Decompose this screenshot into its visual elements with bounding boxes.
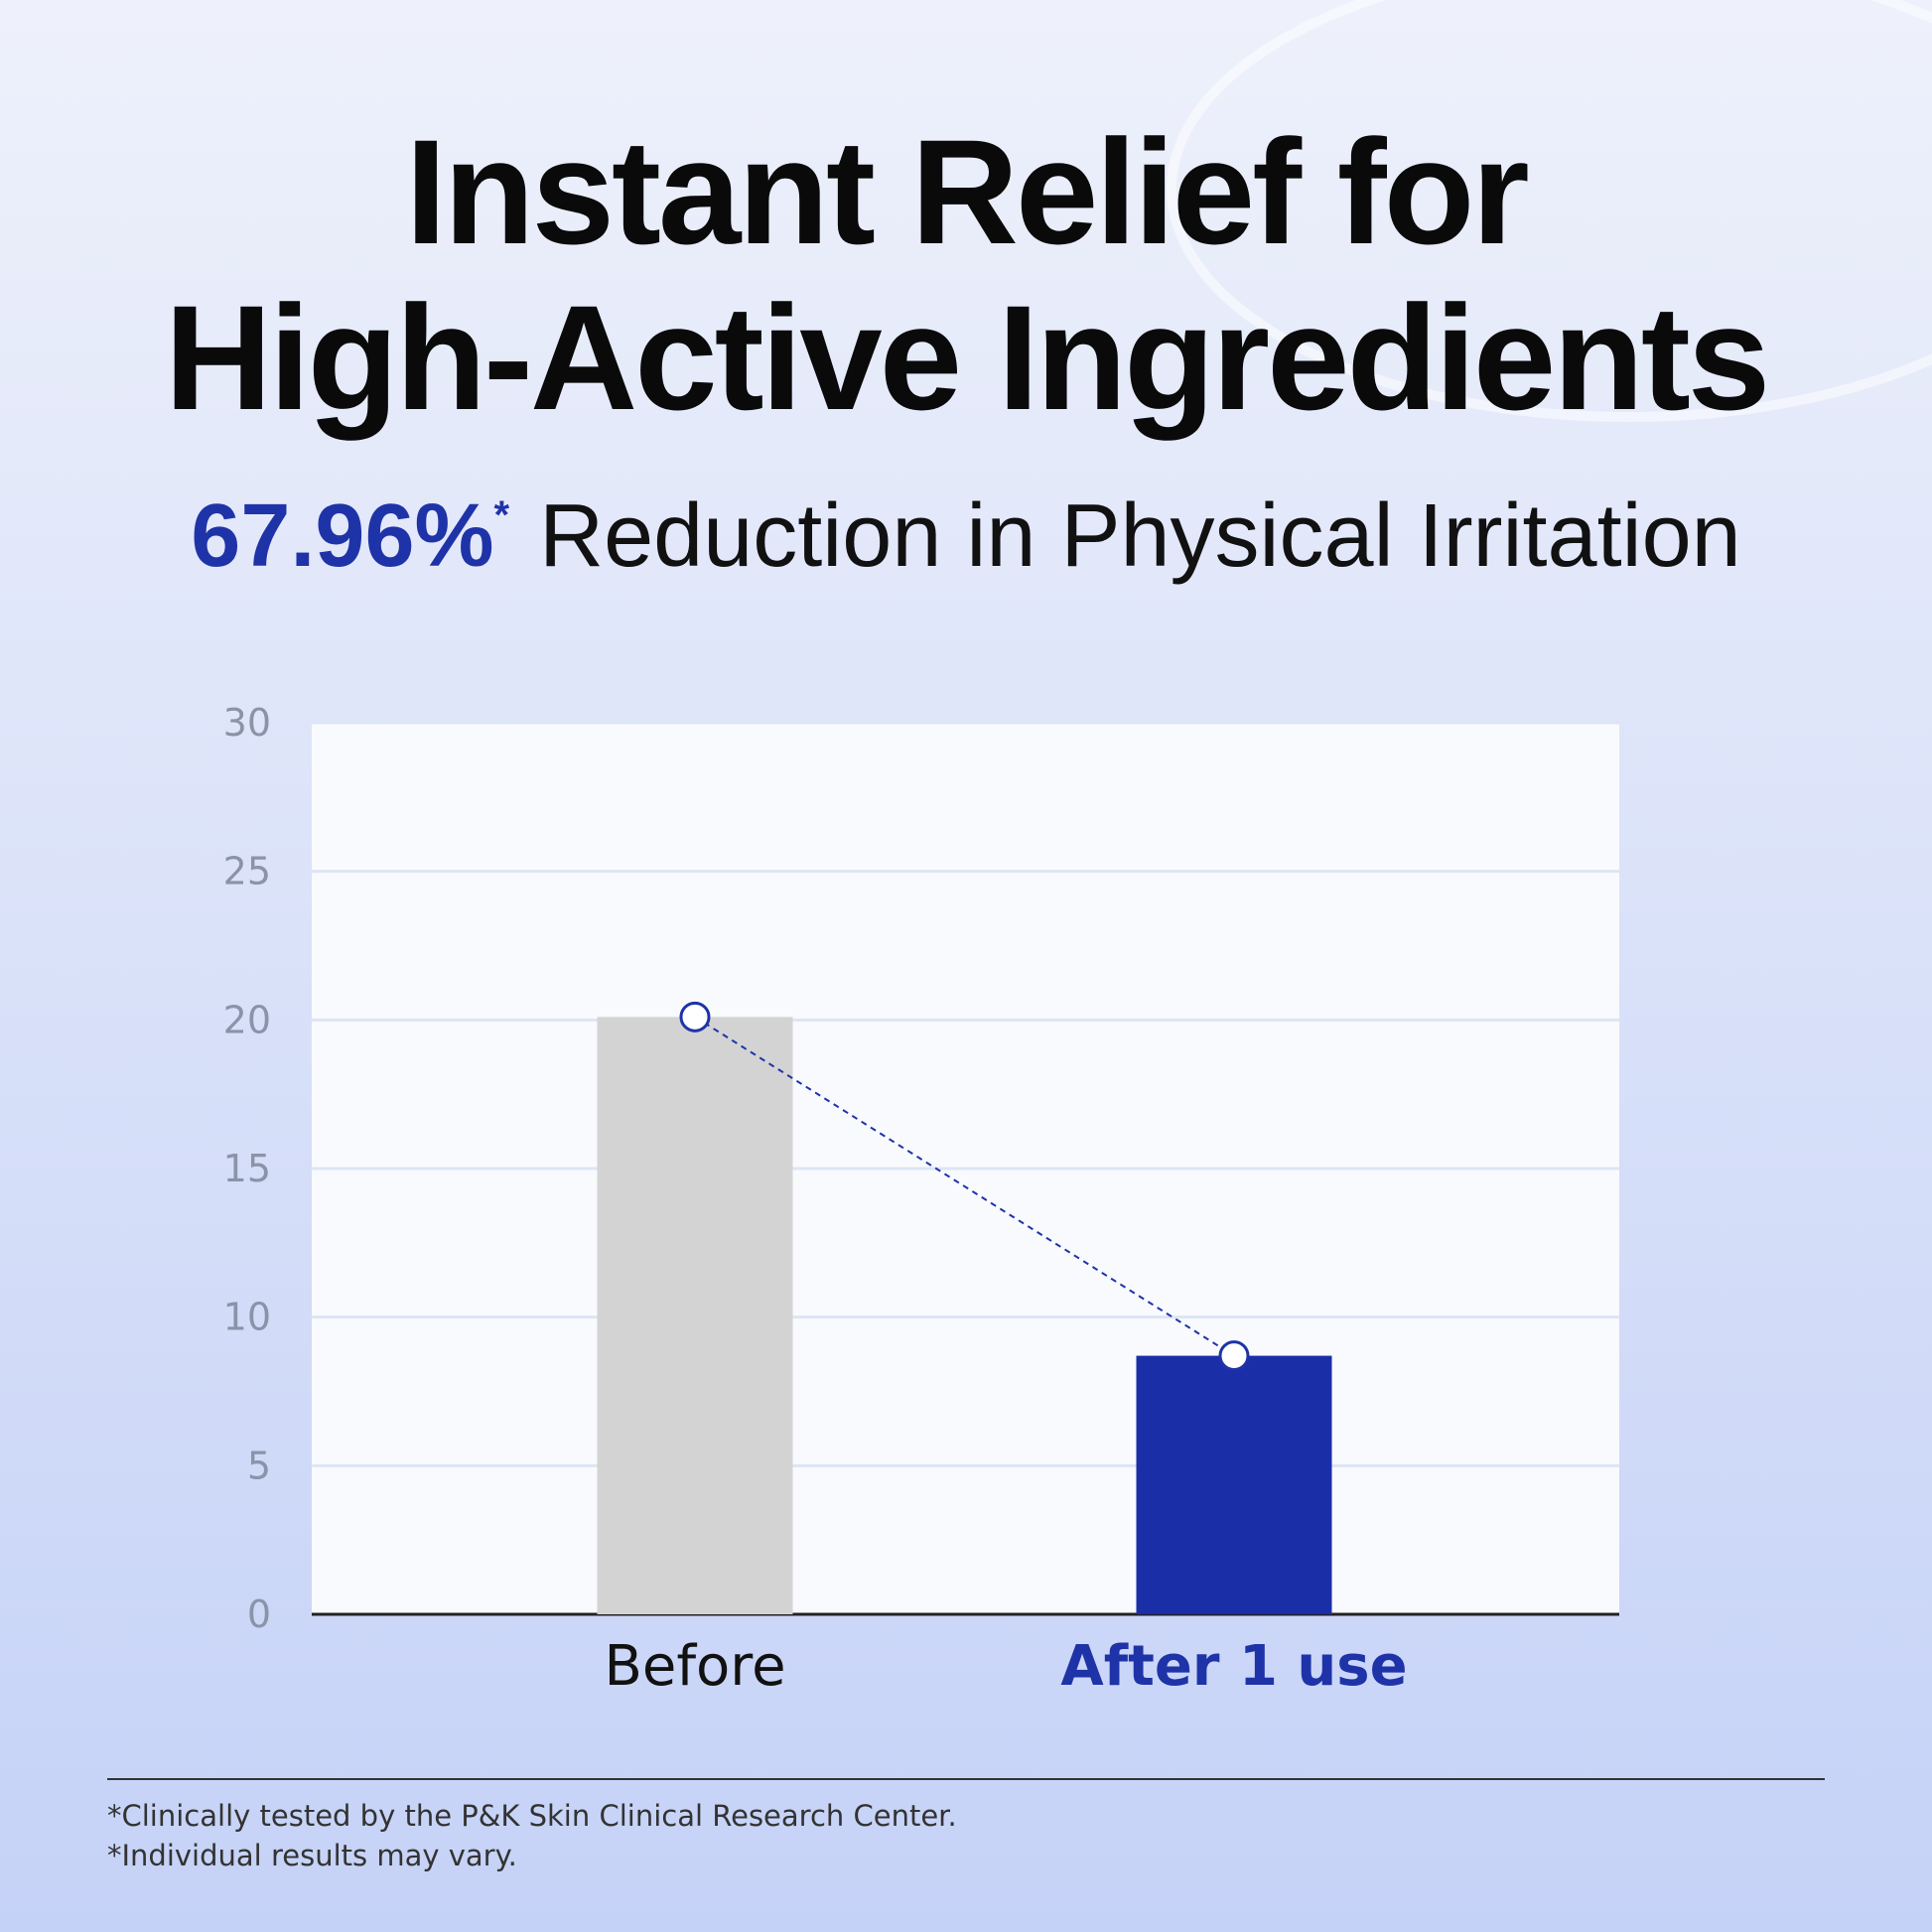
y-tick-label: 20 (223, 998, 271, 1041)
subtitle-highlight: 67.96% (191, 486, 493, 586)
point-marker (679, 1001, 711, 1033)
point-marker (1218, 1340, 1250, 1372)
water-ripple (1167, 0, 1932, 422)
title-line: Instant Relief for (405, 108, 1528, 275)
bar (597, 1017, 793, 1614)
subtitle-mark: * (494, 493, 510, 537)
y-tick-label: 5 (247, 1444, 271, 1487)
y-tick-label: 30 (223, 701, 271, 745)
y-tick-label: 10 (223, 1296, 271, 1339)
y-tick-label: 25 (223, 850, 271, 894)
bar (1136, 1355, 1332, 1614)
trend-line (694, 1016, 1235, 1357)
y-tick-label: 15 (223, 1147, 271, 1190)
title-line: High-Active Ingredients (165, 274, 1768, 441)
footnote: *Individual results may vary. (107, 1839, 517, 1872)
x-tick-label: After 1 use (1060, 1634, 1407, 1699)
x-tick-label: Before (604, 1634, 785, 1699)
chart: 0 5 10 15 20 25 30 Before After 1 use (223, 701, 1619, 1699)
subtitle-text: Reduction in Physical Irritation (539, 486, 1741, 586)
y-tick-label: 0 (247, 1592, 271, 1636)
footnote: *Clinically tested by the P&K Skin Clini… (107, 1799, 957, 1833)
subtitle: 67.96%* Reduction in Physical Irritation (191, 486, 1740, 586)
